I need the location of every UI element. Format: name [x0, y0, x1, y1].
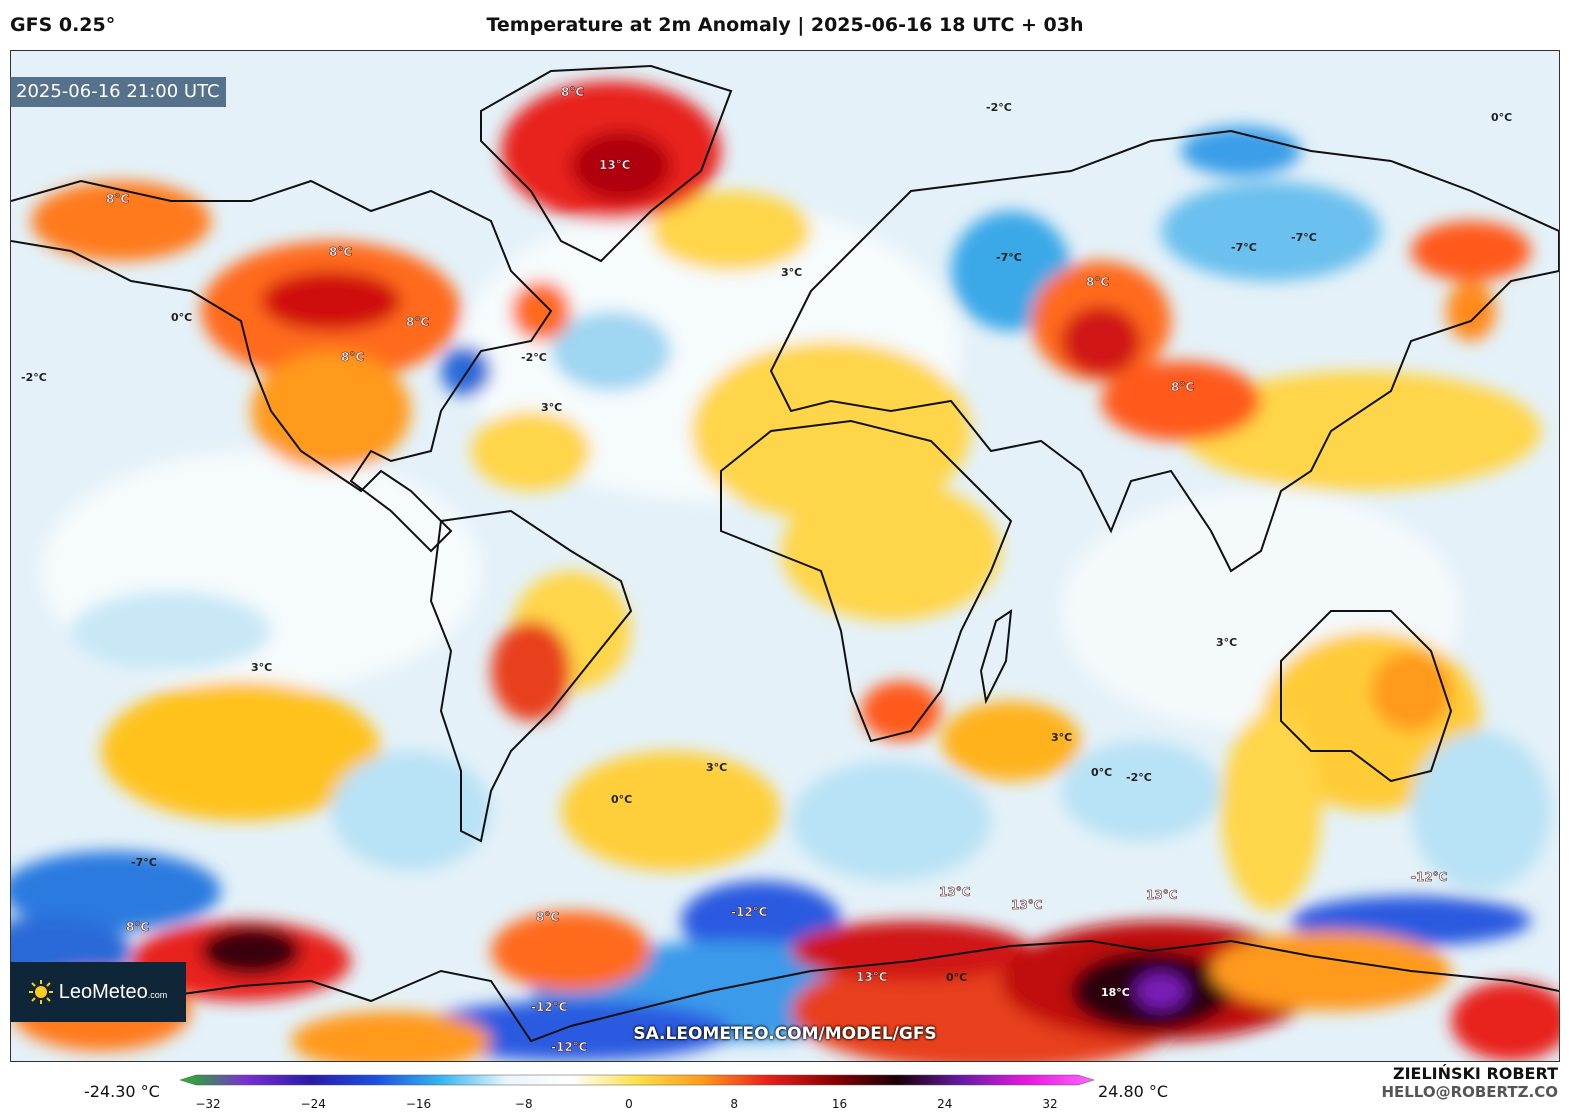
colorbar-tick-label: −32: [195, 1097, 221, 1111]
leometeo-logo: LeoMeteo.com: [10, 962, 186, 1022]
contour-label: 18°C: [1101, 986, 1130, 999]
author-email: HELLO@ROBERTZ.CO: [1381, 1083, 1558, 1101]
colorbar-tick-label: 8: [730, 1097, 739, 1111]
contour-label: 8°C: [1086, 275, 1109, 289]
contour-label: -2°C: [986, 101, 1012, 114]
author-name: ZIELIŃSKI ROBERT: [1392, 1064, 1558, 1083]
contour-label: 3°C: [541, 401, 562, 414]
contour-label: 13°C: [856, 970, 888, 984]
contour-label: 3°C: [251, 661, 272, 674]
contour-label: 3°C: [706, 761, 727, 774]
contour-label: 13°C: [1146, 888, 1178, 902]
contour-label: -12°C: [531, 1000, 568, 1014]
contour-label: 8°C: [536, 910, 559, 924]
contour-label: 13°C: [599, 158, 631, 172]
contour-label: 13°C: [939, 885, 971, 899]
contour-label: 3°C: [781, 266, 802, 279]
contour-label: -2°C: [21, 371, 47, 384]
map-canvas: 13°C 18°C 13°C 13°C 13°C 13°C -12°C -12°…: [11, 51, 1559, 1061]
contour-label: -7°C: [1291, 231, 1317, 244]
chart-title: Temperature at 2m Anomaly | 2025-06-16 1…: [486, 14, 1084, 36]
colorbar-tick-label: −16: [405, 1097, 432, 1111]
colorbar-tick-label: 32: [1042, 1097, 1058, 1111]
contour-label: -12°C: [1411, 870, 1448, 884]
contour-label: 3°C: [1216, 636, 1237, 649]
contour-label: 8°C: [1171, 380, 1194, 394]
colorbar-tick-label: 0: [625, 1097, 633, 1111]
model-label: GFS 0.25°: [10, 14, 116, 36]
colorbar-max-label: 24.80 °C: [1098, 1082, 1169, 1101]
contour-label: -12°C: [731, 905, 768, 919]
contour-label: 13°C: [1011, 898, 1043, 912]
author-credit: ZIELIŃSKI ROBERT HELLO@ROBERTZ.CO: [1381, 1064, 1558, 1102]
colorbar-tick-label: 24: [937, 1097, 953, 1111]
contour-labels: 13°C 18°C 13°C 13°C 13°C 13°C -12°C -12°…: [21, 85, 1512, 1055]
contour-label: 8°C: [329, 245, 352, 259]
contour-label: -2°C: [1126, 771, 1152, 784]
contour-label: 8°C: [106, 192, 129, 206]
anomaly-field: [11, 81, 1559, 1061]
colorbar: -24.30 °C −32 −24 −16 −8 0 8 16 24 32 24.80 °C: [0, 1062, 1570, 1113]
contour-label: 3°C: [1051, 731, 1072, 744]
colorbar-tick-label: −8: [514, 1097, 533, 1111]
contour-label: 8°C: [406, 315, 429, 329]
colorbar-gradient: [179, 1074, 1095, 1086]
logo-text: LeoMeteo.com: [58, 980, 168, 1003]
contour-label: -7°C: [996, 251, 1022, 264]
anomaly-map: 13°C 18°C 13°C 13°C 13°C 13°C -12°C -12°…: [10, 50, 1560, 1062]
colorbar-tick-label: 16: [831, 1097, 848, 1111]
contour-label: 0°C: [611, 793, 632, 806]
colorbar-min-label: -24.30 °C: [84, 1082, 160, 1101]
contour-label: 0°C: [946, 971, 967, 984]
website-watermark: SA.LEOMETEO.COM/MODEL/GFS: [633, 1024, 937, 1044]
contour-label: 0°C: [171, 311, 192, 324]
colorbar-tick-label: −24: [300, 1097, 326, 1111]
contour-label: 8°C: [561, 85, 584, 99]
contour-label: 0°C: [1491, 111, 1512, 124]
contour-label: 0°C: [1091, 766, 1112, 779]
contour-label: -7°C: [131, 856, 157, 869]
contour-label: 8°C: [341, 350, 364, 364]
valid-time-badge: 2025-06-16 21:00 UTC: [10, 77, 226, 107]
coastlines: [11, 64, 1559, 1043]
contour-label: -7°C: [1231, 241, 1257, 254]
contour-label: -12°C: [551, 1040, 588, 1054]
contour-label: 8°C: [126, 920, 149, 934]
contour-label: -2°C: [521, 351, 547, 364]
sun-icon: [28, 980, 53, 1004]
